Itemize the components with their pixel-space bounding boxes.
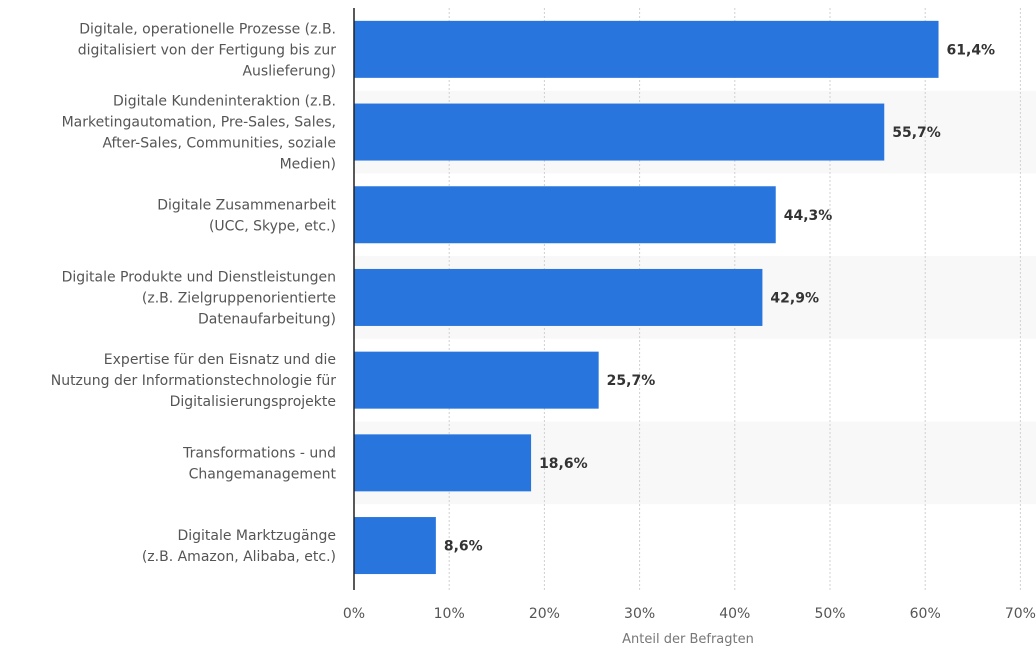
x-tick-label: 60%: [910, 606, 941, 622]
bar[interactable]: [354, 351, 599, 409]
x-tick-label: 50%: [814, 606, 845, 622]
category-label: Digitale Zusammenarbeit (UCC, Skype, etc.…: [157, 197, 336, 234]
bar[interactable]: [354, 186, 776, 244]
category-label: Transformations - und Changemanagement: [182, 445, 336, 482]
data-label: 61,4%: [947, 42, 996, 58]
data-label: 18,6%: [539, 456, 588, 472]
data-label: 42,9%: [770, 290, 819, 306]
bar[interactable]: [354, 517, 436, 575]
bar[interactable]: [354, 434, 532, 492]
data-label: 44,3%: [784, 208, 833, 224]
x-tick-label: 20%: [529, 606, 560, 622]
category-label: Digitale Marktzugänge (z.B. Amazon, Aliba…: [142, 528, 336, 565]
x-tick-label: 30%: [624, 606, 655, 622]
x-axis-title: Anteil der Befragten: [622, 632, 754, 647]
category-label: Expertise für den Eisnatz und die Nutzung…: [51, 352, 337, 410]
bar[interactable]: [354, 268, 763, 326]
data-label: 8,6%: [444, 539, 483, 555]
bar[interactable]: [354, 103, 885, 161]
data-label: 55,7%: [892, 125, 941, 141]
x-tick-label: 40%: [719, 606, 750, 622]
x-tick-label: 10%: [434, 606, 465, 622]
category-label: Digitale Kundeninteraktion (z.B. Marketin…: [62, 94, 336, 173]
category-label: Digitale, operationelle Prozesse (z.B. di…: [78, 21, 337, 79]
category-label: Digitale Produkte und Dienstleistungen (z…: [62, 269, 336, 327]
data-label: 25,7%: [607, 373, 656, 389]
bar[interactable]: [354, 20, 939, 78]
x-tick-label: 70%: [1005, 606, 1036, 622]
x-tick-label: 0%: [343, 606, 365, 622]
